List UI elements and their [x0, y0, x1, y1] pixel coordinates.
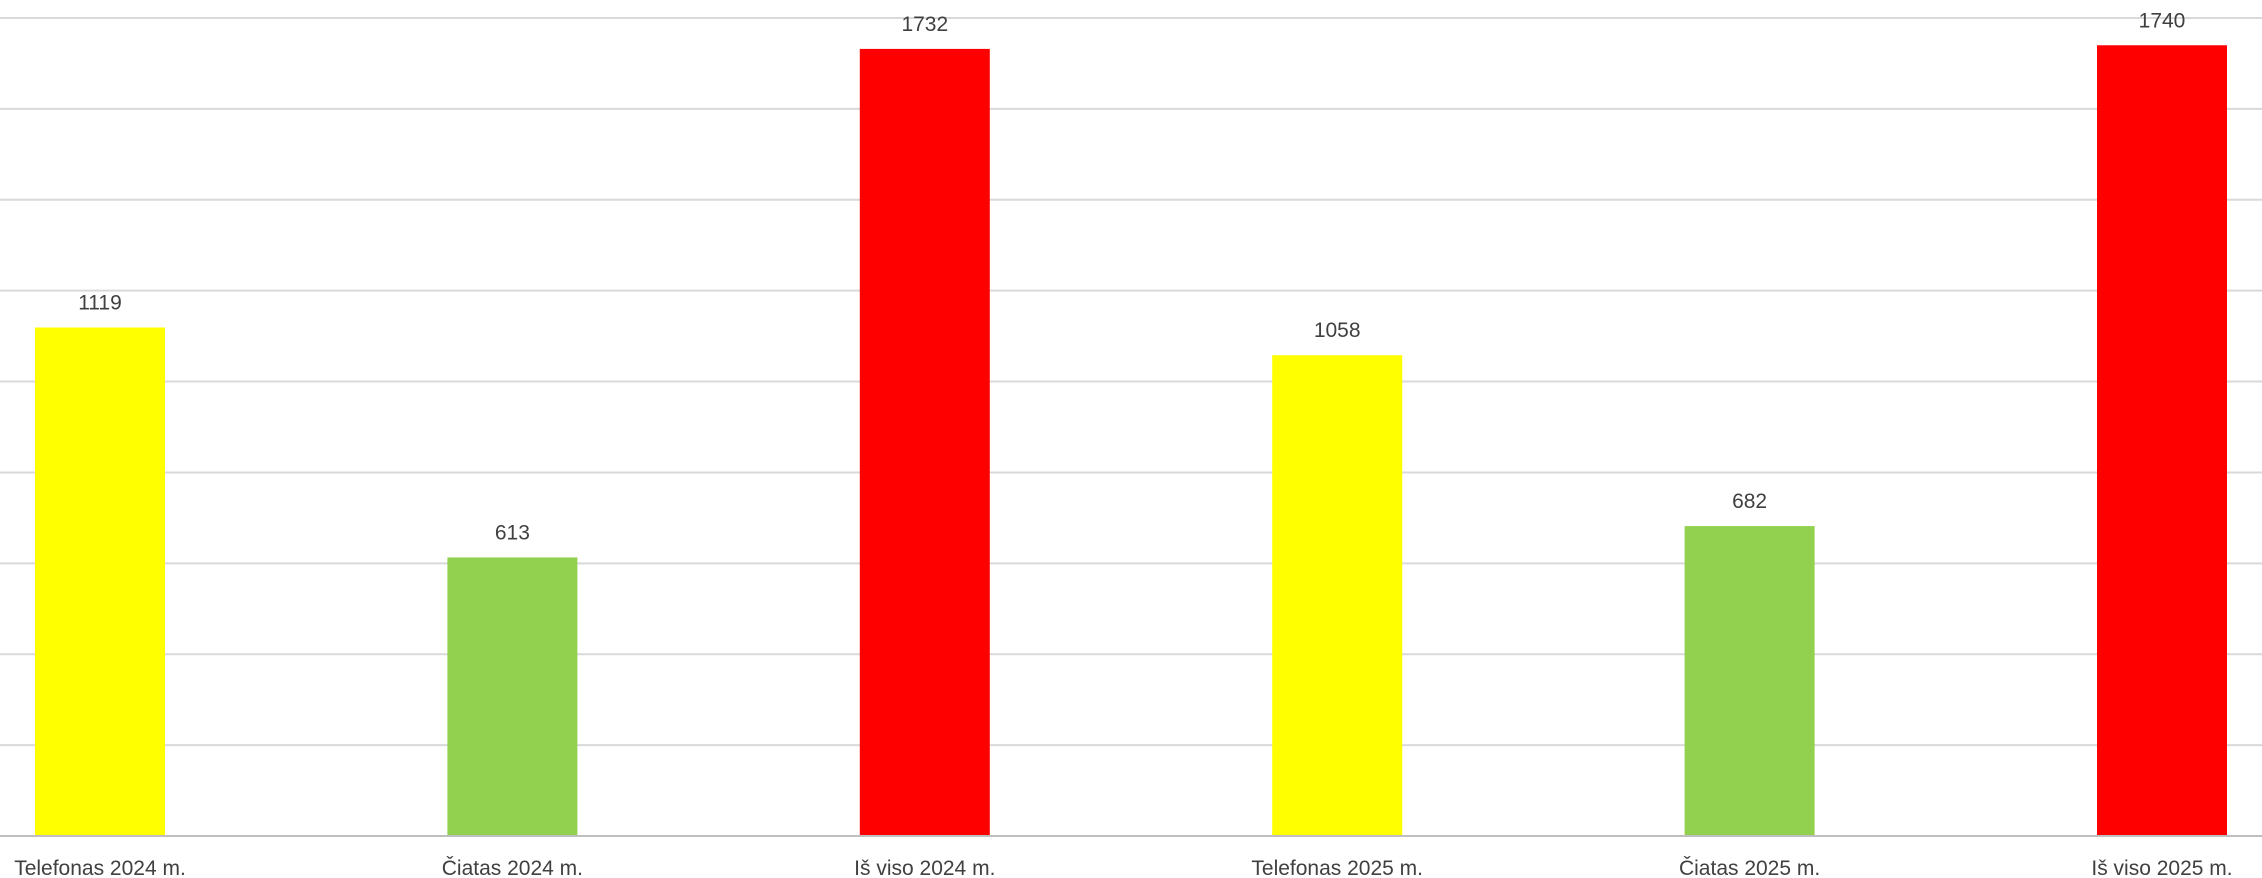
- data-label: 1058: [1314, 319, 1361, 342]
- data-label: 682: [1732, 490, 1767, 513]
- data-label: 613: [495, 521, 530, 544]
- bar: [1684, 526, 1815, 836]
- bars: [35, 45, 2227, 837]
- data-label: 1740: [2139, 9, 2186, 32]
- bar: [859, 48, 990, 836]
- data-labels: 1119 613 1732 1058 682 1740: [78, 9, 2185, 544]
- bar: [35, 327, 165, 836]
- data-label: 1732: [901, 13, 948, 36]
- category-label: Telefonas 2025 m.: [1251, 857, 1423, 878]
- category-label: Čiatas 2024 m.: [442, 857, 583, 878]
- bar: [447, 557, 578, 836]
- category-labels: Telefonas 2024 m. Čiatas 2024 m. Iš viso 2…: [14, 857, 2232, 878]
- category-label: Iš viso 2024 m.: [854, 857, 995, 878]
- category-label: Čiatas 2025 m.: [1679, 857, 1820, 878]
- category-label: Telefonas 2024 m.: [14, 857, 186, 878]
- gridlines: [0, 17, 2262, 747]
- bar: [2097, 45, 2227, 837]
- data-label: 1119: [78, 291, 122, 314]
- bar: [1272, 355, 1403, 836]
- category-label: Iš viso 2025 m.: [2091, 857, 2232, 878]
